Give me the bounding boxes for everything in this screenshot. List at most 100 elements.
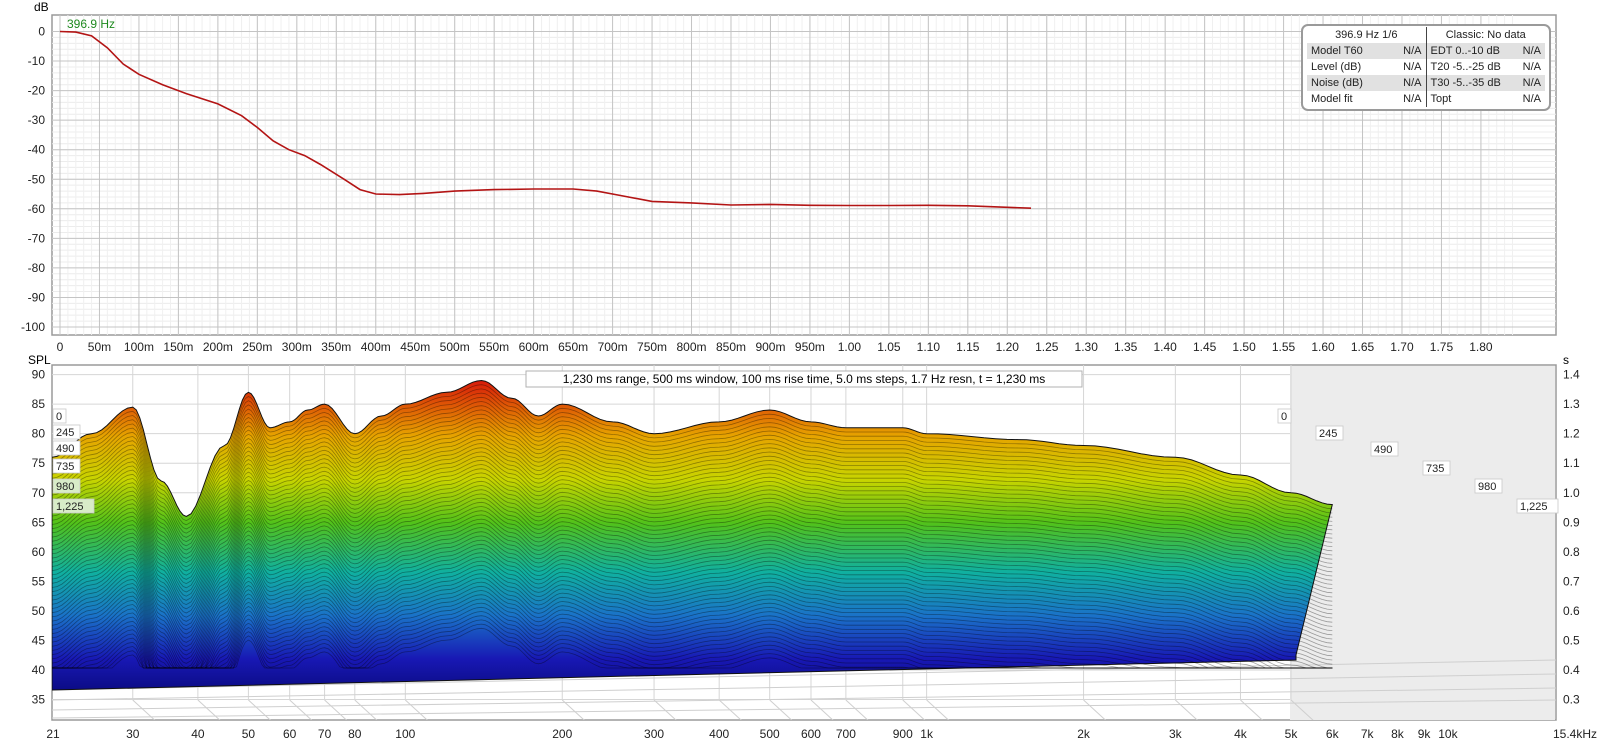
waterfall-side-wall [1290, 366, 1555, 720]
waterfall-slice-line [52, 564, 1333, 669]
decay-x-tick-label: 200m [203, 340, 233, 354]
waterfall-slice-line [52, 430, 1333, 568]
waterfall-slice-line [52, 417, 1333, 555]
waterfall-freq-tick-label: 4k [1234, 727, 1248, 741]
cursor-frequency-label: 396.9 Hz [67, 17, 115, 31]
waterfall-freq-tick-label: 600 [801, 727, 821, 741]
info-label: Model fit [1311, 93, 1353, 105]
waterfall-slice-line [52, 518, 1333, 656]
waterfall-time-tick-label: 1.1 [1563, 456, 1580, 470]
waterfall-floor-line [1290, 699, 1314, 720]
decay-x-tick-label: 600m [519, 340, 549, 354]
waterfall-freq-tick-label: 100 [395, 727, 415, 741]
waterfall-time-tick-label: 0.6 [1563, 604, 1580, 618]
depth-label-box [1474, 478, 1503, 494]
waterfall-spl-tick-label: 85 [32, 397, 46, 411]
waterfall-freq-tick-label: 300 [644, 727, 664, 741]
decay-x-tick-label: 1.75 [1430, 340, 1454, 354]
waterfall-slice-line [52, 552, 1333, 669]
depth-label-left: 0 [56, 411, 62, 423]
depth-label-right: 980 [1478, 481, 1496, 493]
decay-y-tick-label: 0 [38, 25, 45, 39]
waterfall-slice-line [52, 459, 1333, 597]
waterfall-spl-tick-label: 80 [32, 427, 46, 441]
depth-label-right: 245 [1319, 428, 1337, 440]
waterfall-slice-line [52, 405, 1333, 543]
depth-label-box [1516, 498, 1559, 514]
info-value: N/A [1522, 93, 1541, 105]
waterfall-time-tick-label: 0.4 [1563, 663, 1580, 677]
decay-y-tick-label: -90 [28, 290, 46, 304]
waterfall-slice-line [52, 434, 1333, 572]
waterfall-slice-line [52, 627, 1333, 669]
decay-x-tick-label: 1.35 [1114, 340, 1138, 354]
decay-x-tick-label: 150m [163, 340, 193, 354]
reverb-info-panel: 396.9 Hz 1/6 Classic: No data Model T60 N… [1301, 24, 1551, 111]
decay-x-tick-label: 450m [400, 340, 430, 354]
waterfall-slice-line [52, 623, 1333, 669]
waterfall-freq-tick-label: 30 [126, 727, 140, 741]
waterfall-freq-tick-label: 50 [242, 727, 256, 741]
waterfall-freq-tick-label: 9k [1418, 727, 1432, 741]
waterfall-slice-line [52, 451, 1333, 589]
waterfall-slice-line [52, 594, 1333, 669]
waterfall-slice-line [52, 485, 1333, 622]
waterfall-slice-line [52, 447, 1333, 585]
waterfall-caption: 1,230 ms range, 500 ms window, 100 ms ri… [563, 372, 1046, 386]
waterfall-slice-line [52, 384, 1333, 522]
waterfall-freq-tick-label: 1k [920, 727, 934, 741]
waterfall-time-tick-label: 0.8 [1563, 545, 1580, 559]
waterfall-slice-line [52, 531, 1333, 669]
info-label: T30 -5..-35 dB [1430, 77, 1501, 89]
decay-x-tick-label: 900m [755, 340, 785, 354]
waterfall-slice-line [52, 438, 1333, 576]
info-row: Model fit N/A Topt N/A [1307, 91, 1545, 107]
waterfall-floor-line [324, 699, 348, 720]
waterfall-slice-line [52, 543, 1333, 669]
waterfall-freq-ticks: 21 30 40 50 60 70 80 100 200 300 400 500 600 700 900 1k… [46, 727, 1597, 741]
info-value: N/A [1403, 45, 1422, 57]
info-value: N/A [1403, 93, 1422, 105]
decay-y-tick-label: -70 [28, 231, 46, 245]
waterfall-freq-tick-label: 3k [1169, 727, 1183, 741]
decay-x-tick-label: 1.15 [956, 340, 980, 354]
waterfall-slice-line [52, 480, 1333, 618]
waterfall-time-tick-label: 0.3 [1563, 693, 1580, 707]
waterfall-slice-line [52, 455, 1333, 593]
waterfall-surface [52, 379, 1333, 691]
waterfall-slice-line [52, 422, 1333, 559]
decay-x-tick-label: 250m [242, 340, 272, 354]
decay-y-tick-label: -30 [28, 113, 46, 127]
waterfall-spl-tick-label: 90 [32, 368, 46, 382]
waterfall-slice-line [52, 569, 1333, 669]
waterfall-time-tick-label: 1.4 [1563, 368, 1580, 382]
waterfall-floor-line [718, 699, 742, 720]
decay-y-tick-label: -20 [28, 84, 46, 98]
waterfall-spl-tick-label: 70 [32, 486, 46, 500]
waterfall-slice-line [52, 598, 1333, 669]
info-value: N/A [1403, 77, 1422, 89]
waterfall-floor-line [1083, 699, 1107, 720]
spl-unit-label: SPL [28, 353, 51, 367]
info-header-left: 396.9 Hz 1/6 [1335, 29, 1398, 41]
waterfall-floor-grid [52, 659, 1556, 720]
waterfall-floor-line [404, 699, 428, 720]
waterfall-floor-line [561, 699, 585, 720]
waterfall-floor-line [769, 699, 793, 720]
waterfall-spl-tick-label: 50 [32, 604, 46, 618]
info-panel-header: 396.9 Hz 1/6 Classic: No data [1307, 27, 1545, 43]
decay-x-tick-label: 50m [88, 340, 111, 354]
y-unit-label: dB [34, 0, 49, 14]
waterfall-slice-line [52, 501, 1333, 639]
waterfall-spl-tick-label: 65 [32, 515, 46, 529]
waterfall-spl-tick-label: 45 [32, 633, 46, 647]
info-label: Topt [1430, 93, 1452, 105]
decay-x-tick-label: 700m [598, 340, 628, 354]
waterfall-slice-line [52, 497, 1333, 635]
decay-y-tick-label: -80 [28, 261, 46, 275]
waterfall-slice-line [52, 464, 1333, 601]
depth-label-left: 490 [56, 443, 74, 455]
waterfall-slice-line [52, 401, 1333, 538]
decay-x-tick-label: 550m [479, 340, 509, 354]
depth-label-box [52, 408, 67, 424]
